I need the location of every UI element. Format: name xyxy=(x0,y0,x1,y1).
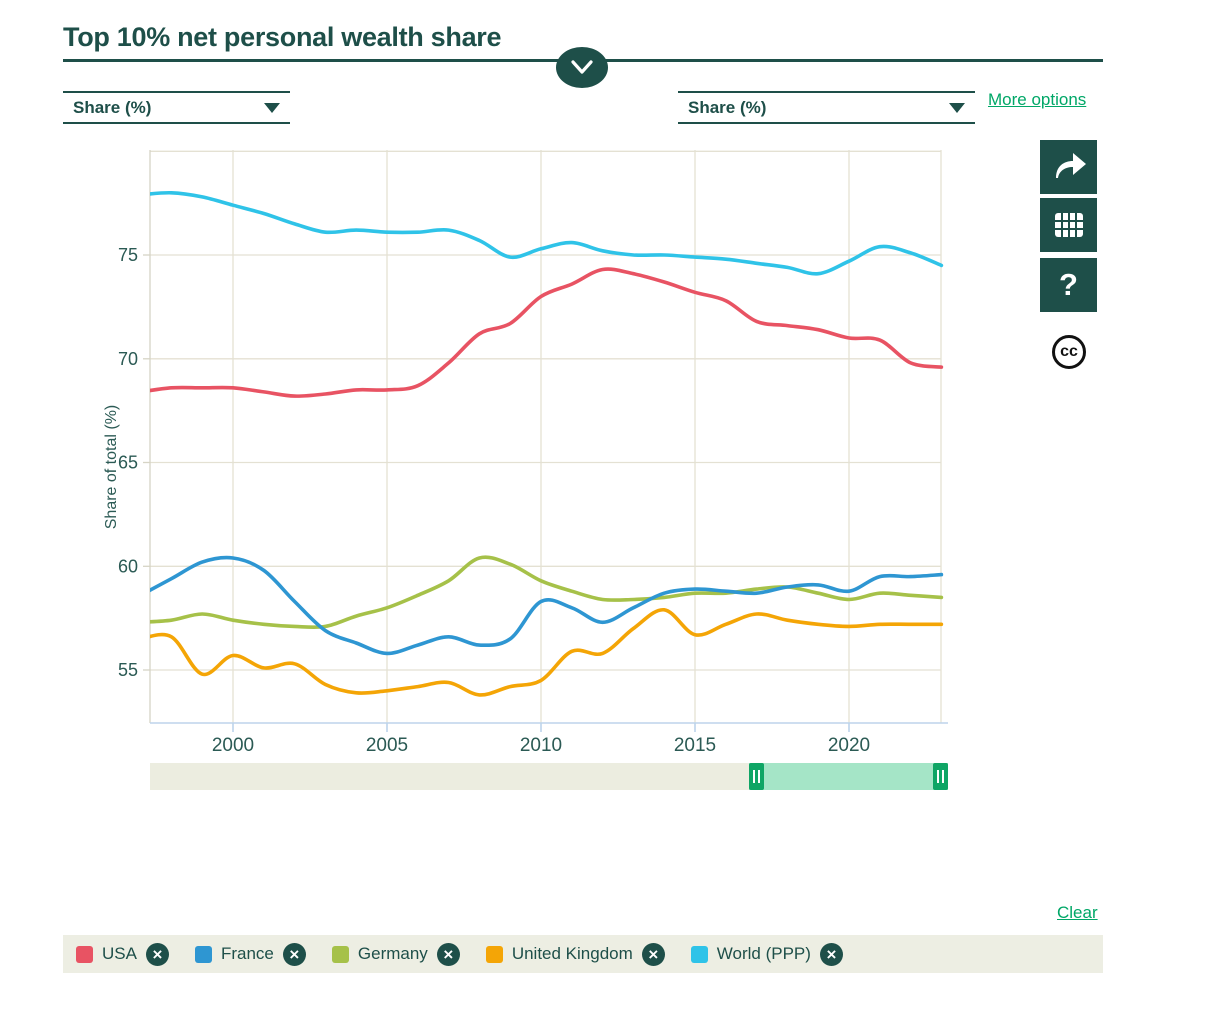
left-axis-unit-select[interactable]: Share (%) xyxy=(63,91,290,124)
grip-bars-icon xyxy=(936,770,939,783)
legend-bar: USA × France × Germany × United Kingdom × World … xyxy=(63,935,1103,973)
legend-swatch xyxy=(485,945,503,963)
legend-item-label: France xyxy=(220,944,274,963)
y-tick-label: 70 xyxy=(118,349,138,369)
series-line-germany[interactable] xyxy=(141,555,944,630)
y-tick-label: 60 xyxy=(118,556,138,576)
more-options-link[interactable]: More options xyxy=(988,90,1087,109)
right-axis-unit-value: Share (%) xyxy=(688,97,767,117)
triangle-down-icon xyxy=(949,102,965,113)
question-mark-icon: ? xyxy=(1059,267,1078,302)
creative-commons-icon[interactable]: cc xyxy=(1052,335,1086,369)
x-tick-label: 2005 xyxy=(366,735,408,756)
time-range-slider[interactable] xyxy=(150,763,948,790)
legend-swatch xyxy=(76,945,93,963)
grip-bars-icon xyxy=(758,770,761,783)
legend-item: World (PPP) × xyxy=(690,942,843,966)
creative-commons-label: cc xyxy=(1060,343,1078,360)
grip-bars-icon xyxy=(753,770,756,783)
slider-handle-right[interactable] xyxy=(932,763,948,790)
series-line-world-ppp[interactable] xyxy=(141,190,944,276)
series-line-usa[interactable] xyxy=(141,267,944,398)
legend-remove-button[interactable]: × xyxy=(145,942,169,966)
legend-item: United Kingdom × xyxy=(485,942,665,966)
legend-item-label: World (PPP) xyxy=(716,944,811,963)
y-tick-label: 75 xyxy=(118,245,138,265)
slider-handle-left[interactable] xyxy=(749,763,765,790)
legend-item: France × xyxy=(194,942,306,966)
help-button[interactable]: ? xyxy=(1040,258,1097,312)
legend-swatch xyxy=(331,945,349,963)
y-tick-label: 55 xyxy=(118,660,138,680)
legend-item-label: Germany xyxy=(357,944,428,963)
x-icon: × xyxy=(826,944,837,964)
x-tick-label: 2020 xyxy=(828,735,870,756)
chevron-down-icon xyxy=(571,59,593,74)
axis-ticks: 55 60 65 70 75 2000 2005 2010 2015 2020 xyxy=(118,245,870,756)
x-icon: × xyxy=(152,944,163,964)
legend-remove-button[interactable]: × xyxy=(641,942,665,966)
legend-item-label: United Kingdom xyxy=(511,944,633,963)
series-line-france[interactable] xyxy=(141,555,944,656)
x-tick-label: 2000 xyxy=(212,735,254,756)
legend-item: USA × xyxy=(76,942,169,966)
x-icon: × xyxy=(648,944,659,964)
page-title: Top 10% net personal wealth share xyxy=(63,22,502,52)
data-table-icon xyxy=(1054,213,1083,237)
collapse-chart-button[interactable] xyxy=(556,47,608,88)
left-axis-unit-value: Share (%) xyxy=(73,97,152,117)
line-chart-plot[interactable]: 55 60 65 70 75 2000 2005 2010 2015 2020 xyxy=(0,0,1211,760)
triangle-down-icon xyxy=(264,102,280,113)
x-tick-label: 2010 xyxy=(520,735,562,756)
legend-item-label: USA xyxy=(102,944,137,963)
x-tick-label: 2015 xyxy=(674,735,716,756)
legend-item: Germany × xyxy=(331,942,460,966)
legend-swatch xyxy=(194,945,212,963)
data-table-button[interactable] xyxy=(1040,198,1097,252)
slider-selected-range[interactable] xyxy=(749,763,948,790)
series-line-united-kingdom[interactable] xyxy=(141,608,944,697)
share-arrow-icon xyxy=(1055,153,1086,178)
legend-swatch xyxy=(690,945,708,963)
clear-link[interactable]: Clear xyxy=(1057,903,1098,922)
right-axis-unit-select[interactable]: Share (%) xyxy=(678,91,975,124)
legend-remove-button[interactable]: × xyxy=(436,942,460,966)
grip-bars-icon xyxy=(941,770,944,783)
x-icon: × xyxy=(289,944,300,964)
gridlines xyxy=(149,150,948,724)
x-icon: × xyxy=(443,944,454,964)
y-tick-label: 65 xyxy=(118,453,138,473)
share-button[interactable] xyxy=(1040,140,1097,194)
legend-remove-button[interactable]: × xyxy=(282,942,306,966)
legend-remove-button[interactable]: × xyxy=(819,942,843,966)
